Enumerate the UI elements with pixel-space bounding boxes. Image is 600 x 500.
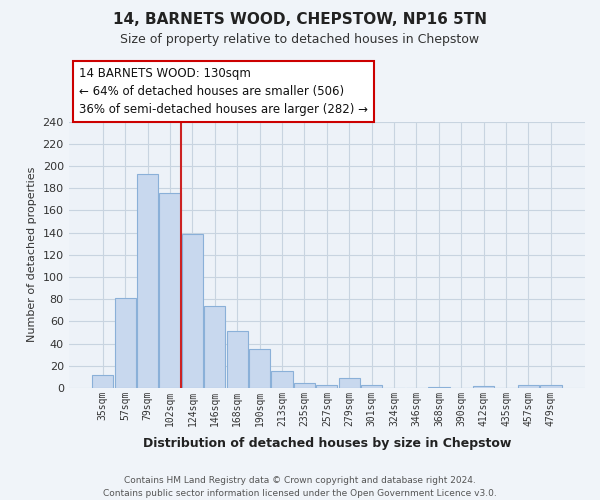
Bar bbox=[92, 374, 113, 388]
Y-axis label: Number of detached properties: Number of detached properties bbox=[27, 167, 37, 342]
Bar bbox=[428, 387, 449, 388]
Bar bbox=[518, 384, 539, 388]
X-axis label: Distribution of detached houses by size in Chepstow: Distribution of detached houses by size … bbox=[143, 437, 511, 450]
Bar bbox=[227, 332, 248, 388]
Bar bbox=[182, 234, 203, 388]
Bar bbox=[137, 174, 158, 388]
Bar bbox=[316, 384, 337, 388]
Text: 14 BARNETS WOOD: 130sqm
← 64% of detached houses are smaller (506)
36% of semi-d: 14 BARNETS WOOD: 130sqm ← 64% of detache… bbox=[79, 68, 368, 116]
Bar bbox=[271, 371, 293, 388]
Bar bbox=[540, 384, 562, 388]
Bar bbox=[361, 384, 382, 388]
Text: Size of property relative to detached houses in Chepstow: Size of property relative to detached ho… bbox=[121, 32, 479, 46]
Bar bbox=[473, 386, 494, 388]
Bar bbox=[249, 349, 270, 388]
Bar bbox=[204, 306, 226, 388]
Text: Contains HM Land Registry data © Crown copyright and database right 2024.
Contai: Contains HM Land Registry data © Crown c… bbox=[103, 476, 497, 498]
Bar bbox=[294, 384, 315, 388]
Text: 14, BARNETS WOOD, CHEPSTOW, NP16 5TN: 14, BARNETS WOOD, CHEPSTOW, NP16 5TN bbox=[113, 12, 487, 28]
Bar bbox=[115, 298, 136, 388]
Bar bbox=[338, 378, 360, 388]
Bar bbox=[160, 192, 181, 388]
